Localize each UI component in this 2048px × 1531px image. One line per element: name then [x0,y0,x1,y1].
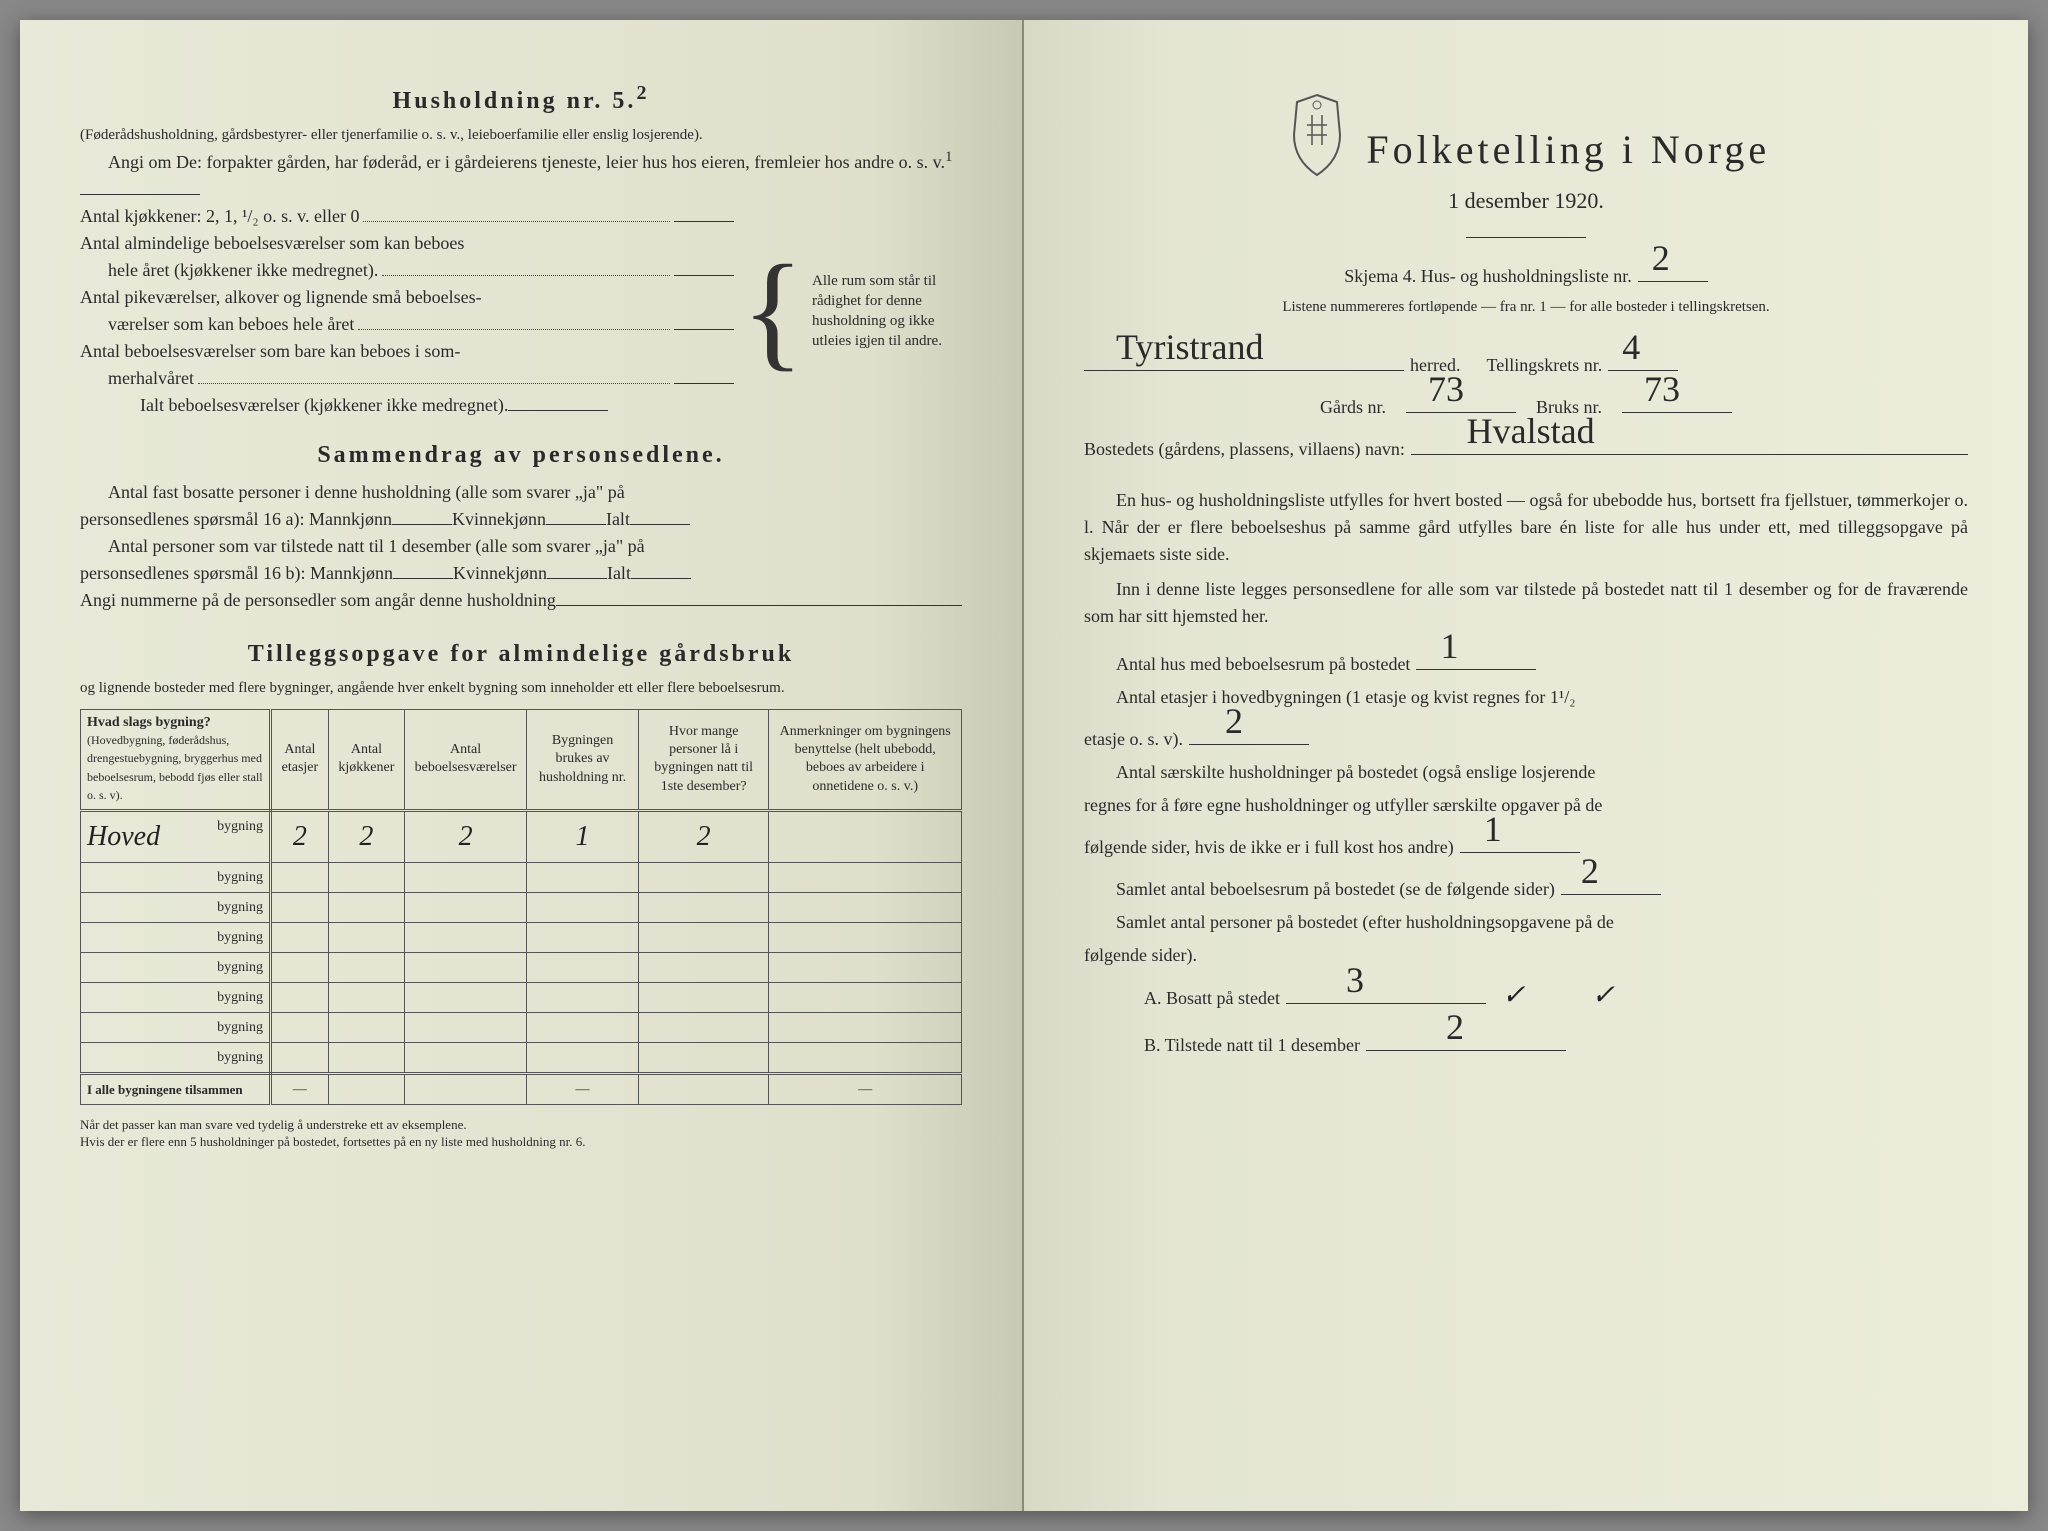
saerskilte2: regnes for å føre egne husholdninger og … [1084,792,1968,819]
row1-beboel: 2 [459,821,473,852]
gards-val: 73 [1428,362,1464,416]
check-b: ✓ [1591,975,1614,1017]
herred-val: Tyristrand [1116,320,1263,374]
alm-line1: Antal almindelige beboelsesværelser som … [80,230,464,257]
th-personer: Hvor mange personer lå i bygningen natt … [638,710,769,811]
bostedets-val: Hvalstad [1467,404,1595,458]
tillegg-title: Tilleggsopgave for almindelige gårdsbruk [80,636,962,672]
sam2a: Antal personer som var tilstede natt til… [80,533,962,560]
angi-om: Angi om De: forpakter gården, har føderå… [80,146,962,203]
antal-et-val: 2 [1225,694,1243,748]
crest-icon [1282,90,1352,180]
row1-personer: 2 [697,821,711,852]
ialt-1: Ialt [606,506,630,533]
brace-text: Alle rum som står til rådighet for denne… [812,271,962,352]
samlet-beb-val: 2 [1581,844,1599,898]
saerskilte-val: 1 [1484,802,1502,856]
check-a: ✓ [1502,975,1525,1017]
main-title: Folketelling i Norge [1366,120,1770,180]
tillegg-sub: og lignende bosteder med flere bygninger… [80,678,962,699]
gards-label: Gårds nr. [1320,394,1386,421]
buildings-table: Hvad slags bygning? (Hovedbygning, føder… [80,709,962,1105]
a-val: 3 [1346,953,1364,1007]
tk-val: 4 [1622,320,1640,374]
sam1b: personsedlenes spørsmål 16 a): Mannkjønn [80,506,392,533]
household-header: Husholdning nr. 5.2 [80,78,962,119]
bostedets-label: Bostedets (gårdens, plassens, villaens) … [1084,436,1405,463]
row1-anm [769,810,962,862]
th-anm: Anmerkninger om bygningens benyttelse (h… [769,710,962,811]
saerskilte3: følgende sider, hvis de ikke er i full k… [1084,834,1454,861]
kjokken-line: Antal kjøkkener: 2, 1, ¹/₂ o. s. v. elle… [80,203,359,230]
ialt-line: Ialt beboelsesværelser (kjøkkener ikke m… [140,392,508,419]
listene: Listene nummereres fortløpende — fra nr.… [1084,296,1968,319]
row1-etasjer: 2 [293,821,307,852]
th-brukes: Bygningen brukes av husholdning nr. [527,710,639,811]
table-row: bygning [81,862,962,892]
th-kjokken: Antal kjøkkener [328,710,404,811]
antal-et2: etasje o. s. v). [1084,726,1183,753]
a-label: A. Bosatt på stedet [1144,985,1280,1012]
header-block: Folketelling i Norge [1084,90,1968,180]
table-row: Hoved bygning 2 2 2 1 2 [81,810,962,862]
right-page: Folketelling i Norge 1 desember 1920. Sk… [1024,20,2028,1511]
saerskilte1: Antal særskilte husholdninger på bostede… [1084,759,1968,786]
table-row: bygning [81,892,962,922]
table-row: bygning [81,1042,962,1073]
antal-et1: Antal etasjer i hovedbygningen (1 etasje… [1084,684,1968,711]
sommer-line1: Antal beboelsesværelser som bare kan beb… [80,338,460,365]
sommer-line2: merhalvåret [108,365,194,392]
pike-line2: værelser som kan beboes hele året [108,311,354,338]
left-page: Husholdning nr. 5.2 (Føderådshusholdning… [20,20,1024,1511]
bruks-val: 73 [1644,362,1680,416]
b-label: B. Tilstede natt til 1 desember [1144,1032,1360,1059]
skjema-val: 2 [1652,231,1670,285]
th-etasjer: Antal etasjer [271,710,329,811]
pike-line1: Antal pikeværelser, alkover og lignende … [80,284,482,311]
table-row: bygning [81,952,962,982]
row1-name: Hoved [87,821,160,852]
kvinne-2: Kvinnekjønn [453,560,547,587]
antal-hus-label: Antal hus med beboelsesrum på bostedet [1084,651,1410,678]
table-row: bygning [81,982,962,1012]
sam1a: Antal fast bosatte personer i denne hush… [80,479,962,506]
th-bygning: Hvad slags bygning? (Hovedbygning, føder… [81,710,271,811]
kvinne-1: Kvinnekjønn [452,506,546,533]
footnote: Når det passer kan man svare ved tydelig… [80,1117,962,1151]
household-explanation: (Føderådshusholdning, gårdsbestyrer- ell… [80,125,962,146]
ialt-2: Ialt [607,560,631,587]
tk-label: Tellingskrets nr. [1486,352,1602,379]
antal-hus-val: 1 [1440,619,1458,673]
table-total-row: I alle bygningene tilsammen ——— [81,1073,962,1104]
samlet-pers2: følgende sider). [1084,942,1968,969]
document-spread: Husholdning nr. 5.2 (Føderådshusholdning… [20,20,2028,1511]
samlet-beb-label: Samlet antal beboelsesrum på bostedet (s… [1084,876,1555,903]
alm-line2: hele året (kjøkkener ikke medregnet). [108,257,378,284]
sub-date: 1 desember 1920. [1084,184,1968,217]
para2: Inn i denne liste legges personsedlene f… [1084,576,1968,630]
sammendrag-title: Sammendrag av personsedlene. [80,437,962,473]
b-val: 2 [1446,1000,1464,1054]
samlet-pers: Samlet antal personer på bostedet (efter… [1084,909,1968,936]
angi-num: Angi nummerne på de personsedler som ang… [80,587,556,614]
sam2b: personsedlenes spørsmål 16 b): Mannkjønn [80,560,393,587]
brace-icon: { [742,256,804,367]
para1: En hus- og husholdningsliste utfylles fo… [1084,487,1968,568]
table-row: bygning [81,1012,962,1042]
row1-brukes: 1 [576,821,590,852]
table-row: bygning [81,922,962,952]
rooms-block: Antal kjøkkener: 2, 1, ¹/₂ o. s. v. elle… [80,203,962,419]
th-beboel: Antal beboelsesværelser [405,710,527,811]
row1-kjokken: 2 [359,821,373,852]
skjema-label: Skjema 4. Hus- og husholdningsliste nr. [1344,263,1632,290]
